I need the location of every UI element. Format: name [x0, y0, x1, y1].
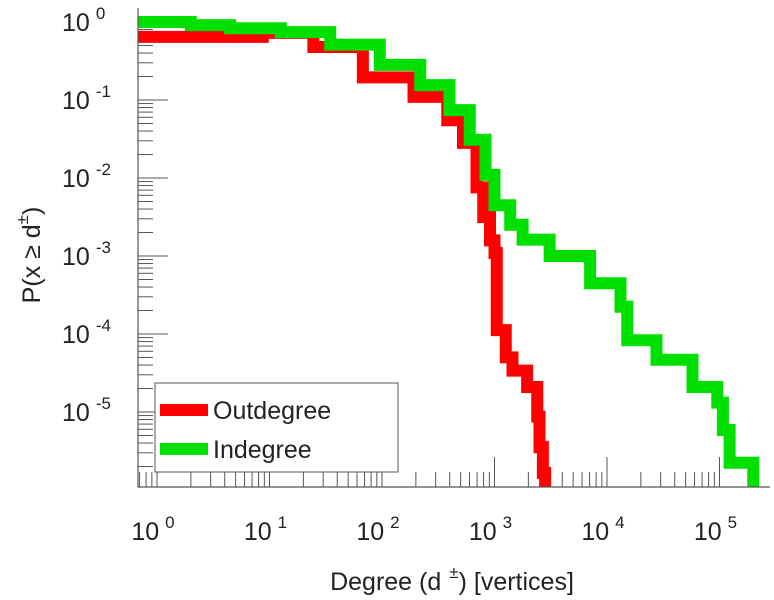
x-tick-label: 10 2: [356, 513, 399, 546]
legend-label-indegree: Indegree: [213, 436, 312, 464]
x-tick-label: 10 0: [131, 513, 174, 546]
x-axis-label: Degree (d ±) [vertices]: [330, 563, 574, 596]
x-tick-label: 10 3: [469, 513, 512, 546]
legend: Outdegree Indegree: [154, 382, 399, 473]
x-tick-label: 10 5: [694, 513, 737, 546]
y-tick-label: 10 -5: [62, 394, 111, 427]
x-tick-label: 10 1: [244, 513, 287, 546]
y-tick-label: 10 0: [62, 4, 105, 37]
y-tick-label: 10 -1: [62, 82, 111, 115]
y-tick-label: 10 -4: [62, 316, 111, 349]
series-lines: [137, 16, 760, 487]
x-tick-labels: 10 0 10 1 10 2 10 3 10 4 10 5: [131, 513, 737, 546]
y-tick-label: 10 -2: [62, 160, 111, 193]
legend-box: [154, 382, 399, 473]
x-tick-label: 10 4: [581, 513, 624, 546]
axes-lines: [137, 8, 770, 488]
series-line-indegree: [137, 16, 760, 487]
y-axis-label: P(x ≥ d±): [13, 207, 46, 304]
legend-label-outdegree: Outdegree: [213, 397, 331, 425]
y-tick-label: 10 -3: [62, 238, 111, 271]
